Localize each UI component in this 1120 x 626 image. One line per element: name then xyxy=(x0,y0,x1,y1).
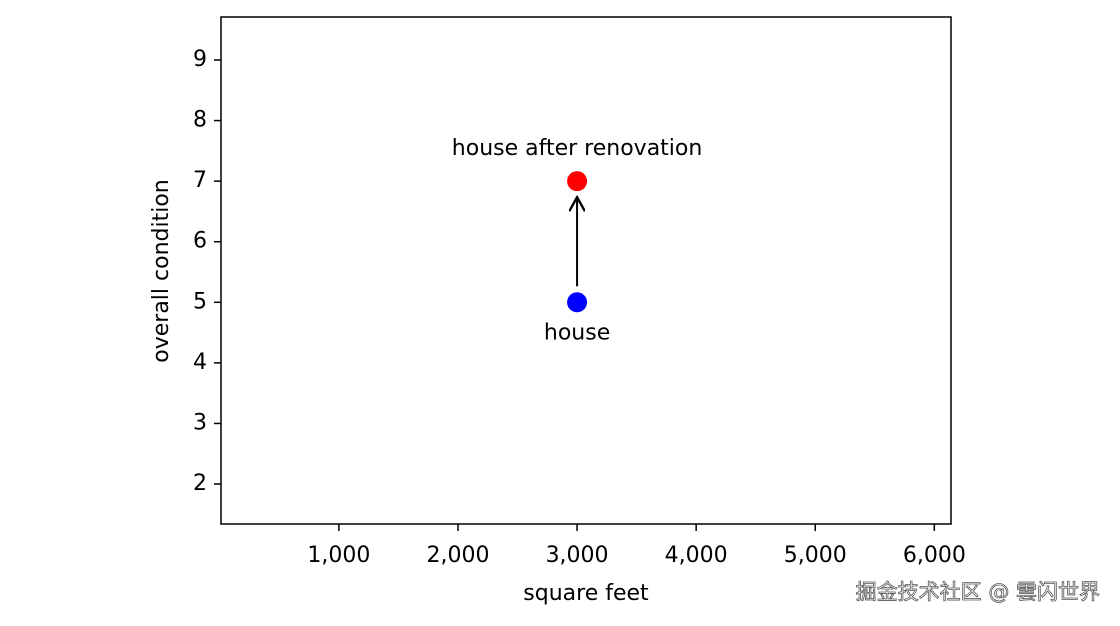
watermark: 掘金技术社区 @ 雲闪世界 xyxy=(856,580,1100,604)
point xyxy=(567,171,588,192)
x-tick-label: 1,000 xyxy=(307,543,370,568)
plot-frame xyxy=(220,16,952,525)
x-tick-label: 3,000 xyxy=(546,543,609,568)
x-tick-label: 4,000 xyxy=(665,543,728,568)
y-tick-label: 3 xyxy=(193,410,207,435)
x-axis-label: square feet xyxy=(523,581,649,606)
y-tick-label: 6 xyxy=(193,229,207,254)
x-tick-label: 2,000 xyxy=(426,543,489,568)
x-tick-label: 6,000 xyxy=(903,543,966,568)
y-axis-label: overall condition xyxy=(149,179,174,362)
y-tick-label: 7 xyxy=(193,168,207,193)
y-tick-label: 2 xyxy=(193,471,207,496)
y-tick-label: 4 xyxy=(193,350,207,375)
y-tick-label: 8 xyxy=(193,108,207,133)
y-tick-label: 9 xyxy=(193,47,207,72)
y-tick-label: 5 xyxy=(193,289,207,314)
point-label: house after renovation xyxy=(452,136,703,161)
point-label: house xyxy=(544,320,610,345)
point xyxy=(567,292,588,313)
x-tick-label: 5,000 xyxy=(784,543,847,568)
